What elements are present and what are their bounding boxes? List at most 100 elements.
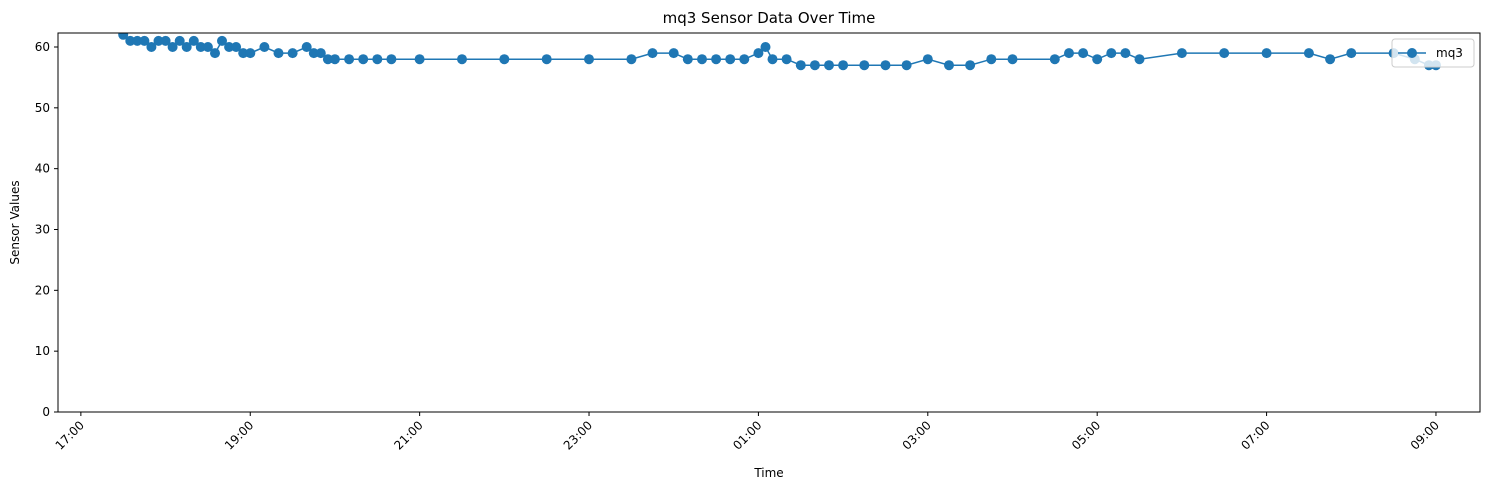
chart-title: mq3 Sensor Data Over Time	[663, 9, 876, 27]
data-point-47	[781, 54, 792, 65]
legend-entry-mq3: mq3	[1436, 46, 1463, 60]
data-point-17	[238, 48, 249, 59]
data-point-11	[195, 42, 206, 52]
data-point-37	[647, 48, 658, 59]
data-point-38	[668, 48, 679, 59]
x-tick-label-2: 21:00	[391, 418, 425, 452]
data-point-36	[626, 54, 637, 65]
data-point-61	[1064, 48, 1074, 59]
data-point-58	[986, 54, 997, 65]
data-point-19	[259, 42, 270, 52]
y-tick-label-20: 20	[35, 283, 50, 297]
data-point-24	[315, 48, 326, 59]
data-point-34	[541, 54, 552, 65]
data-point-49	[809, 60, 820, 71]
legend-marker-swatch	[1407, 48, 1417, 58]
data-point-35	[584, 54, 594, 65]
data-point-10	[188, 35, 199, 46]
data-point-67	[1176, 48, 1187, 59]
data-point-25	[322, 54, 333, 65]
data-point-20	[273, 48, 284, 59]
data-point-72	[1346, 48, 1357, 59]
plot-area	[118, 33, 1441, 71]
data-point-62	[1078, 48, 1089, 59]
data-point-66	[1134, 54, 1145, 65]
data-point-22	[301, 42, 312, 52]
data-point-4	[146, 42, 157, 52]
x-tick-label-7: 07:00	[1238, 418, 1272, 452]
axes-frame	[57, 32, 1481, 413]
data-point-6	[160, 35, 171, 46]
data-point-30	[386, 54, 397, 65]
data-point-55	[922, 54, 933, 65]
x-tick-label-8: 09:00	[1408, 418, 1442, 452]
y-axis-label: Sensor Values	[8, 180, 22, 264]
y-tick-label-0: 0	[42, 405, 50, 419]
data-point-48	[795, 60, 806, 71]
x-tick-label-0: 17:00	[53, 418, 87, 452]
data-point-0	[118, 33, 129, 40]
data-point-28	[358, 54, 369, 65]
data-point-42	[725, 54, 736, 65]
data-point-70	[1303, 48, 1314, 59]
data-point-69	[1261, 48, 1272, 59]
data-point-33	[499, 54, 510, 65]
data-point-54	[901, 60, 912, 71]
data-point-16	[231, 42, 242, 52]
axes: 0 10 20 30 40 50 60 17:00 19:00 21:00 23:00 01:00 03…	[35, 32, 1481, 453]
data-point-13	[210, 48, 220, 59]
data-point-63	[1092, 54, 1103, 65]
data-point-7	[167, 42, 178, 52]
data-point-46	[767, 54, 778, 65]
x-tick-label-6: 05:00	[1069, 418, 1103, 452]
y-tick-label-40: 40	[35, 162, 50, 176]
legend: mq3	[1391, 38, 1475, 68]
y-tick-label-10: 10	[35, 344, 50, 358]
data-point-71	[1325, 54, 1336, 65]
data-point-43	[739, 54, 750, 65]
data-point-3	[139, 35, 150, 46]
y-tick-label-30: 30	[35, 222, 50, 236]
x-tick-label-5: 03:00	[900, 418, 934, 452]
data-point-57	[965, 60, 976, 71]
data-point-9	[181, 42, 192, 52]
data-point-60	[1049, 54, 1060, 65]
data-point-29	[372, 54, 383, 65]
data-point-68	[1219, 48, 1230, 59]
data-point-5	[153, 35, 164, 46]
data-point-64	[1106, 48, 1117, 59]
data-point-31	[414, 54, 425, 65]
data-point-51	[838, 60, 849, 71]
x-tick-label-1: 19:00	[222, 418, 256, 452]
data-point-18	[245, 48, 256, 59]
y-tick-label-60: 60	[35, 40, 50, 54]
x-axis-label: Time	[753, 466, 783, 480]
data-point-2	[132, 35, 143, 46]
data-point-44	[753, 48, 764, 59]
data-point-1	[125, 35, 136, 46]
data-point-21	[287, 48, 298, 59]
data-point-8	[174, 35, 185, 46]
data-point-23	[308, 48, 319, 59]
data-point-27	[344, 54, 355, 65]
data-point-40	[697, 54, 707, 65]
data-point-53	[880, 60, 891, 71]
y-tick-label-50: 50	[35, 101, 50, 115]
data-point-15	[224, 42, 235, 52]
data-point-14	[217, 35, 227, 46]
data-point-65	[1120, 48, 1131, 59]
data-point-26	[329, 54, 340, 65]
data-point-56	[944, 60, 954, 71]
data-point-45	[760, 42, 771, 52]
data-point-50	[824, 60, 834, 71]
x-tick-label-4: 01:00	[730, 418, 764, 452]
data-point-59	[1007, 54, 1018, 65]
legend-box	[1391, 38, 1475, 68]
data-point-52	[859, 60, 870, 71]
data-point-39	[682, 54, 693, 65]
data-point-12	[202, 42, 213, 52]
x-tick-label-3: 23:00	[561, 418, 595, 452]
data-point-32	[457, 54, 467, 65]
